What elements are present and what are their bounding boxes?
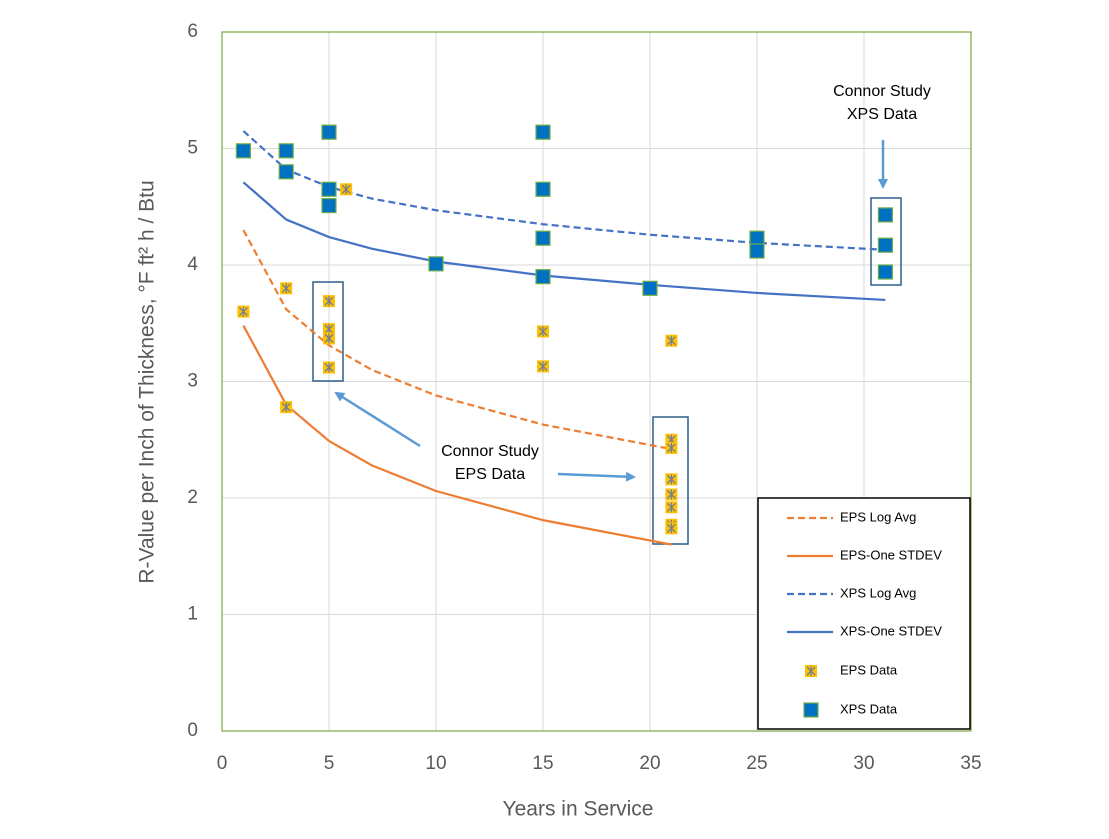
xps-marker [535, 230, 551, 246]
x-tick-label: 35 [960, 753, 981, 774]
arrow [334, 391, 421, 448]
series-line [242, 325, 672, 546]
eps-marker [323, 361, 335, 374]
y-tick-label: 6 [187, 21, 198, 42]
y-tick-label: 5 [187, 138, 198, 159]
legend-label: XPS-One STDEV [840, 623, 942, 638]
eps-marker [537, 360, 549, 373]
xps-marker [535, 269, 551, 285]
legend-label: EPS-One STDEV [840, 547, 942, 562]
y-axis-title: R-Value per Inch of Thickness, °F ft² h … [136, 180, 159, 583]
xps-marker [877, 237, 894, 253]
legend-label: EPS Log Avg [840, 509, 916, 524]
xps-marker [535, 124, 551, 140]
annotation: XPS Data [847, 106, 917, 123]
x-tick-label: 25 [746, 753, 767, 774]
xps-marker [321, 124, 337, 140]
xps-marker [535, 181, 551, 197]
plot [235, 124, 894, 546]
y-tick-label: 4 [187, 254, 198, 275]
annotation: EPS Data [455, 466, 525, 483]
series-line [242, 130, 886, 251]
eps-marker [665, 522, 678, 535]
x-tick-label: 20 [639, 753, 660, 774]
eps-marker [323, 332, 335, 345]
xps-marker [235, 143, 251, 159]
annotation: Connor Study [833, 83, 931, 100]
x-tick-label: 15 [532, 753, 553, 774]
eps-marker [340, 183, 353, 196]
callout-box [870, 197, 902, 286]
x-tick-label: 10 [425, 753, 446, 774]
eps-marker [537, 325, 549, 338]
xps-marker [749, 230, 765, 246]
grid [221, 31, 972, 732]
xps-marker [278, 164, 294, 180]
plot-border [221, 31, 972, 732]
series-line [242, 229, 672, 451]
x-axis-title: Years in Service [503, 798, 654, 821]
xps-marker [749, 243, 765, 259]
xps-marker [428, 256, 444, 272]
legend [757, 497, 971, 730]
legend-items: EPS Log Avg EPS-One STDEV XPS Log Avg XPS-O… [787, 509, 942, 718]
xps-marker [642, 280, 658, 296]
eps-marker [665, 488, 678, 501]
legend-label: EPS Data [840, 662, 898, 677]
xps-marker [877, 207, 894, 223]
xps-marker [877, 264, 894, 280]
legend-label: XPS Log Avg [840, 585, 916, 600]
y-tick-label: 3 [187, 371, 198, 392]
y-tick-label: 0 [187, 720, 198, 741]
eps-marker [323, 295, 335, 308]
y-tick-label: 2 [187, 487, 198, 508]
x-tick-label: 30 [853, 753, 874, 774]
xps-marker [803, 702, 819, 718]
eps-marker [237, 305, 250, 318]
legend-label: XPS Data [840, 701, 898, 716]
xps-marker [321, 181, 337, 197]
eps-marker [665, 473, 678, 486]
arrow [557, 471, 636, 482]
eps-marker [665, 334, 678, 347]
x-tick-label: 0 [217, 753, 228, 774]
y-tick-label: 1 [187, 604, 198, 625]
eps-marker [665, 441, 678, 454]
eps-marker [280, 282, 293, 295]
eps-marker [805, 665, 817, 677]
eps-marker [665, 501, 678, 514]
xps-marker [278, 143, 294, 159]
eps-marker [280, 401, 293, 414]
x-tick-label: 5 [324, 753, 335, 774]
annotation: Connor Study [441, 443, 539, 460]
xps-marker [321, 197, 337, 214]
